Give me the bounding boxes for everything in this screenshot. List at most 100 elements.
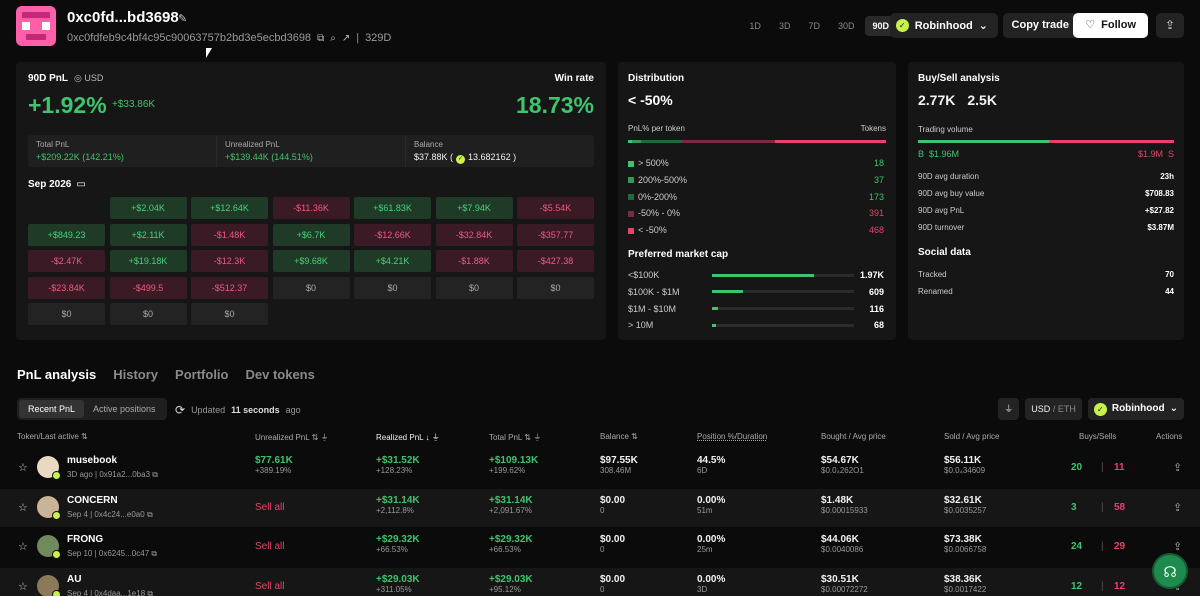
sell-all-link[interactable]: Sell all — [255, 541, 285, 552]
col-realized-pnl[interactable]: Realized PnL ↓ ⏚ — [376, 433, 440, 442]
star-icon[interactable]: ☆ — [18, 541, 28, 553]
share-button[interactable]: ⇪ — [1156, 13, 1184, 38]
token-name[interactable]: CONCERN — [67, 494, 118, 506]
col-balance[interactable]: Balance ⇅ — [600, 432, 638, 441]
calendar-day-cell[interactable]: -$12.66K — [354, 223, 431, 246]
table-row[interactable]: ☆ musebook 3D ago | 0x91a2...0ba3 ⧉ $77.61K… — [0, 449, 1200, 487]
tab-history[interactable]: History — [113, 367, 159, 382]
calendar-day-cell[interactable]: $0 — [109, 303, 187, 325]
position-cell: 0.00% 3D — [697, 573, 726, 594]
share-icon[interactable]: ⇪ — [1173, 541, 1183, 553]
subtab-recent-pnl[interactable]: Recent PnL — [19, 400, 85, 418]
sell-all-link[interactable]: Sell all — [255, 501, 285, 513]
external-link-icon[interactable]: ↗ — [341, 32, 351, 44]
calendar-day-cell[interactable]: +$2.11K — [109, 223, 187, 246]
calendar-day-cell[interactable]: -$12.3K — [191, 250, 268, 272]
copy-trade-button[interactable]: Copy trade — [1002, 13, 1078, 38]
tab-pnl-analysis[interactable]: PnL analysis — [17, 367, 97, 382]
calendar-day-cell[interactable]: +$4.21K — [354, 250, 431, 272]
token-name[interactable]: AU — [67, 573, 82, 585]
calendar-day-cell[interactable]: +$2.04K — [109, 197, 187, 219]
wallet-age: 329D — [365, 32, 392, 44]
col-position[interactable]: Position %/Duration — [697, 432, 768, 441]
total-pnl-cell: +$29.03K +95.12% — [489, 573, 533, 594]
timeframe-7d[interactable]: 7D — [808, 21, 820, 31]
currency-switch[interactable]: USD / ETH — [1025, 398, 1082, 420]
star-icon[interactable]: ☆ — [18, 580, 28, 593]
calendar-day-cell[interactable]: -$427.38 — [517, 250, 594, 272]
col-token[interactable]: Token/Last active ⇅ — [17, 432, 88, 441]
trading-volume-bar — [918, 140, 1174, 143]
timeframe-1d[interactable]: 1D — [749, 21, 761, 31]
tab-portfolio[interactable]: Portfolio — [175, 367, 229, 382]
share-icon[interactable]: ⇪ — [1173, 462, 1183, 474]
calendar-day-cell[interactable]: +$61.83K — [354, 197, 431, 219]
calendar-day-cell[interactable]: -$1.48K — [191, 223, 268, 246]
edit-icon[interactable]: ✎ — [178, 13, 188, 25]
calendar-day-cell[interactable]: -$357.77 — [517, 223, 594, 246]
subtab-active-positions[interactable]: Active positions — [93, 404, 156, 414]
distribution-card: Distribution < -50% PnL% per token Tokens… — [618, 62, 896, 340]
table-row[interactable]: ☆ CONCERN Sep 4 | 0x4c24...e0a0 ⧉ Sell all +… — [0, 488, 1200, 527]
token-name[interactable]: musebook — [67, 455, 118, 466]
table-row[interactable]: ☆ FRONG Sep 10 | 0x6245...0c47 ⧉ Sell all +$… — [0, 528, 1200, 566]
copy-icon[interactable]: ⧉ — [317, 32, 325, 44]
col-sold[interactable]: Sold / Avg price — [944, 432, 1000, 441]
col-unrealized-pnl[interactable]: Unrealized PnL ⇅ ⏚ — [255, 433, 329, 442]
analysis-tabs: PnL analysis History Portfolio Dev token… — [17, 367, 315, 382]
calendar-day-cell[interactable]: +$6.7K — [272, 223, 350, 246]
col-bought[interactable]: Bought / Avg price — [821, 432, 886, 441]
filter-clear-button[interactable]: ⏚ — [998, 398, 1020, 420]
copy-icon[interactable]: ⧉ — [147, 588, 154, 596]
copy-icon[interactable]: ⧉ — [146, 509, 153, 519]
refresh-icon[interactable]: ⟳ — [175, 403, 186, 417]
timeframe-90d[interactable]: 90D — [865, 16, 896, 36]
calendar-day-cell[interactable]: -$1.88K — [435, 250, 513, 272]
support-chat-button[interactable]: ☊ — [1152, 553, 1188, 589]
buys-count: 20 — [1071, 462, 1083, 473]
calendar-day-cell[interactable]: +$849.23 — [28, 223, 105, 246]
tab-dev-tokens[interactable]: Dev tokens — [245, 367, 315, 382]
copy-icon[interactable]: ⧉ — [152, 470, 158, 479]
calendar-day-cell[interactable]: +$9.68K — [272, 250, 350, 272]
platform-dropdown[interactable]: ✓ Robinhood ⌄ — [889, 13, 998, 38]
filter-icon: ⏚ — [1004, 404, 1014, 414]
calendar-day-cell[interactable]: $0 — [354, 276, 431, 299]
calendar-day-cell[interactable]: -$2.47K — [28, 250, 105, 272]
copy-icon[interactable]: ⧉ — [151, 549, 158, 558]
distribution-row: 200%-500% 37 — [628, 175, 884, 185]
table-row[interactable]: ☆ AU Sep 4 | 0x4daa...1e18 ⧉ Sell all +$29.0… — [0, 567, 1200, 596]
share-icon[interactable]: ⇪ — [1173, 501, 1183, 514]
col-total-pnl[interactable]: Total PnL ⇅ ⏚ — [489, 433, 542, 442]
calendar-day-cell[interactable]: $0 — [191, 303, 268, 325]
calendar-day-cell[interactable]: $0 — [435, 276, 513, 299]
sell-all-link[interactable]: Sell all — [255, 580, 285, 592]
calendar-day-cell[interactable]: $0 — [272, 276, 350, 299]
buys-sells-separator: | — [1101, 501, 1104, 513]
calendar-day-cell[interactable]: $0 — [28, 303, 105, 325]
table-platform-dropdown[interactable]: ✓ Robinhood ⌄ — [1087, 398, 1184, 420]
calendar-day-cell[interactable]: -$23.84K — [28, 276, 105, 299]
follow-button[interactable]: ♡ Follow — [1073, 13, 1148, 38]
pnl-header: 90D PnL ◎ USD — [28, 73, 103, 84]
calendar-day-cell[interactable]: -$11.36K — [272, 197, 350, 219]
calendar-day-cell[interactable]: -$512.37 — [191, 276, 268, 299]
token-name[interactable]: FRONG — [67, 534, 104, 545]
calendar-day-cell[interactable]: +$7.94K — [435, 197, 513, 219]
timeframe-3d[interactable]: 3D — [778, 21, 791, 31]
calendar-month[interactable]: Sep 2026 ▭ — [28, 179, 86, 190]
timeframe-30d[interactable]: 30D — [837, 21, 855, 31]
calendar-day-cell[interactable]: -$5.54K — [517, 197, 594, 219]
search-icon[interactable]: ⌕ — [330, 32, 336, 44]
calendar-day-cell[interactable]: +$19.18K — [109, 250, 187, 272]
star-icon[interactable]: ☆ — [18, 462, 28, 474]
sells-count: 11 — [1114, 462, 1125, 473]
currency-toggle[interactable]: ◎ USD — [74, 73, 104, 83]
calendar-day-cell[interactable]: +$12.64K — [191, 197, 268, 219]
calendar-day-cell[interactable]: -$32.84K — [435, 223, 513, 246]
star-icon[interactable]: ☆ — [18, 501, 28, 514]
calendar-day-cell[interactable]: $0 — [517, 276, 594, 299]
realized-pnl-cell: +$29.03K +311.05% — [376, 573, 420, 594]
calendar-day-cell[interactable]: -$499.5 — [109, 276, 187, 299]
bought-cell: $1.48K $0.00015933 — [821, 494, 868, 515]
